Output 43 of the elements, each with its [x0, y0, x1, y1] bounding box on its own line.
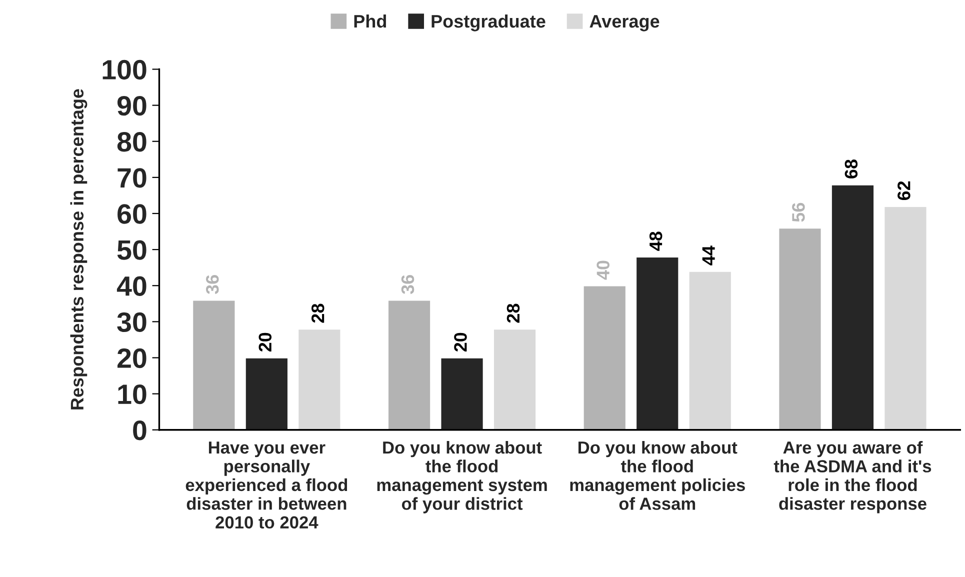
data-label: 68	[844, 160, 858, 178]
y-tick-label: 10	[118, 384, 146, 404]
bar	[492, 328, 537, 430]
y-tick-label: 50	[117, 240, 146, 260]
bar	[387, 299, 432, 430]
data-label: 20	[258, 332, 272, 352]
x-tick-label: Do you know about the flood management system of your district	[377, 440, 547, 514]
y-tick-label: 40	[116, 276, 146, 296]
data-label: 48	[649, 232, 662, 251]
y-tick-label: 100	[102, 60, 146, 80]
bar	[244, 357, 289, 430]
data-label: 36	[401, 275, 414, 294]
legend-label: Phd	[354, 14, 386, 28]
y-axis-title: Respondents response in percentage	[70, 89, 88, 410]
legend-label: Average	[590, 15, 660, 32]
bar	[297, 328, 342, 430]
y-tick-label: 90	[117, 96, 146, 116]
y-tick-label: 0	[133, 420, 146, 440]
x-tick-label: Have you ever personally experienced a flood disaster in between 2010 to 2024	[186, 442, 348, 529]
bar	[440, 357, 484, 430]
bar	[635, 256, 680, 430]
data-label: 44	[702, 246, 715, 266]
y-tick-label: 30	[117, 312, 146, 332]
data-label: 28	[506, 304, 520, 323]
legend-label: Postgraduate	[432, 14, 546, 32]
bar	[883, 206, 928, 430]
data-label: 62	[898, 181, 910, 200]
y-tick-label: 70	[118, 168, 146, 188]
y-tick-label: 60	[118, 204, 146, 224]
data-label: 28	[311, 304, 324, 323]
data-label: 36	[206, 275, 219, 294]
bar	[192, 299, 236, 430]
bar	[778, 227, 822, 430]
y-tick-label: 80	[117, 132, 146, 152]
bar	[582, 284, 627, 430]
bar	[688, 270, 732, 430]
x-tick-label: Do you know about the flood management policies of Assam	[570, 440, 745, 510]
data-label: 56	[792, 202, 805, 222]
x-tick-label: Are you aware of the ASDMA and it's role in the flood disaster response	[774, 440, 932, 514]
data-label: 20	[454, 332, 467, 352]
y-tick-label: 20	[117, 348, 146, 368]
bar	[830, 184, 875, 430]
data-label: 40	[596, 260, 610, 280]
